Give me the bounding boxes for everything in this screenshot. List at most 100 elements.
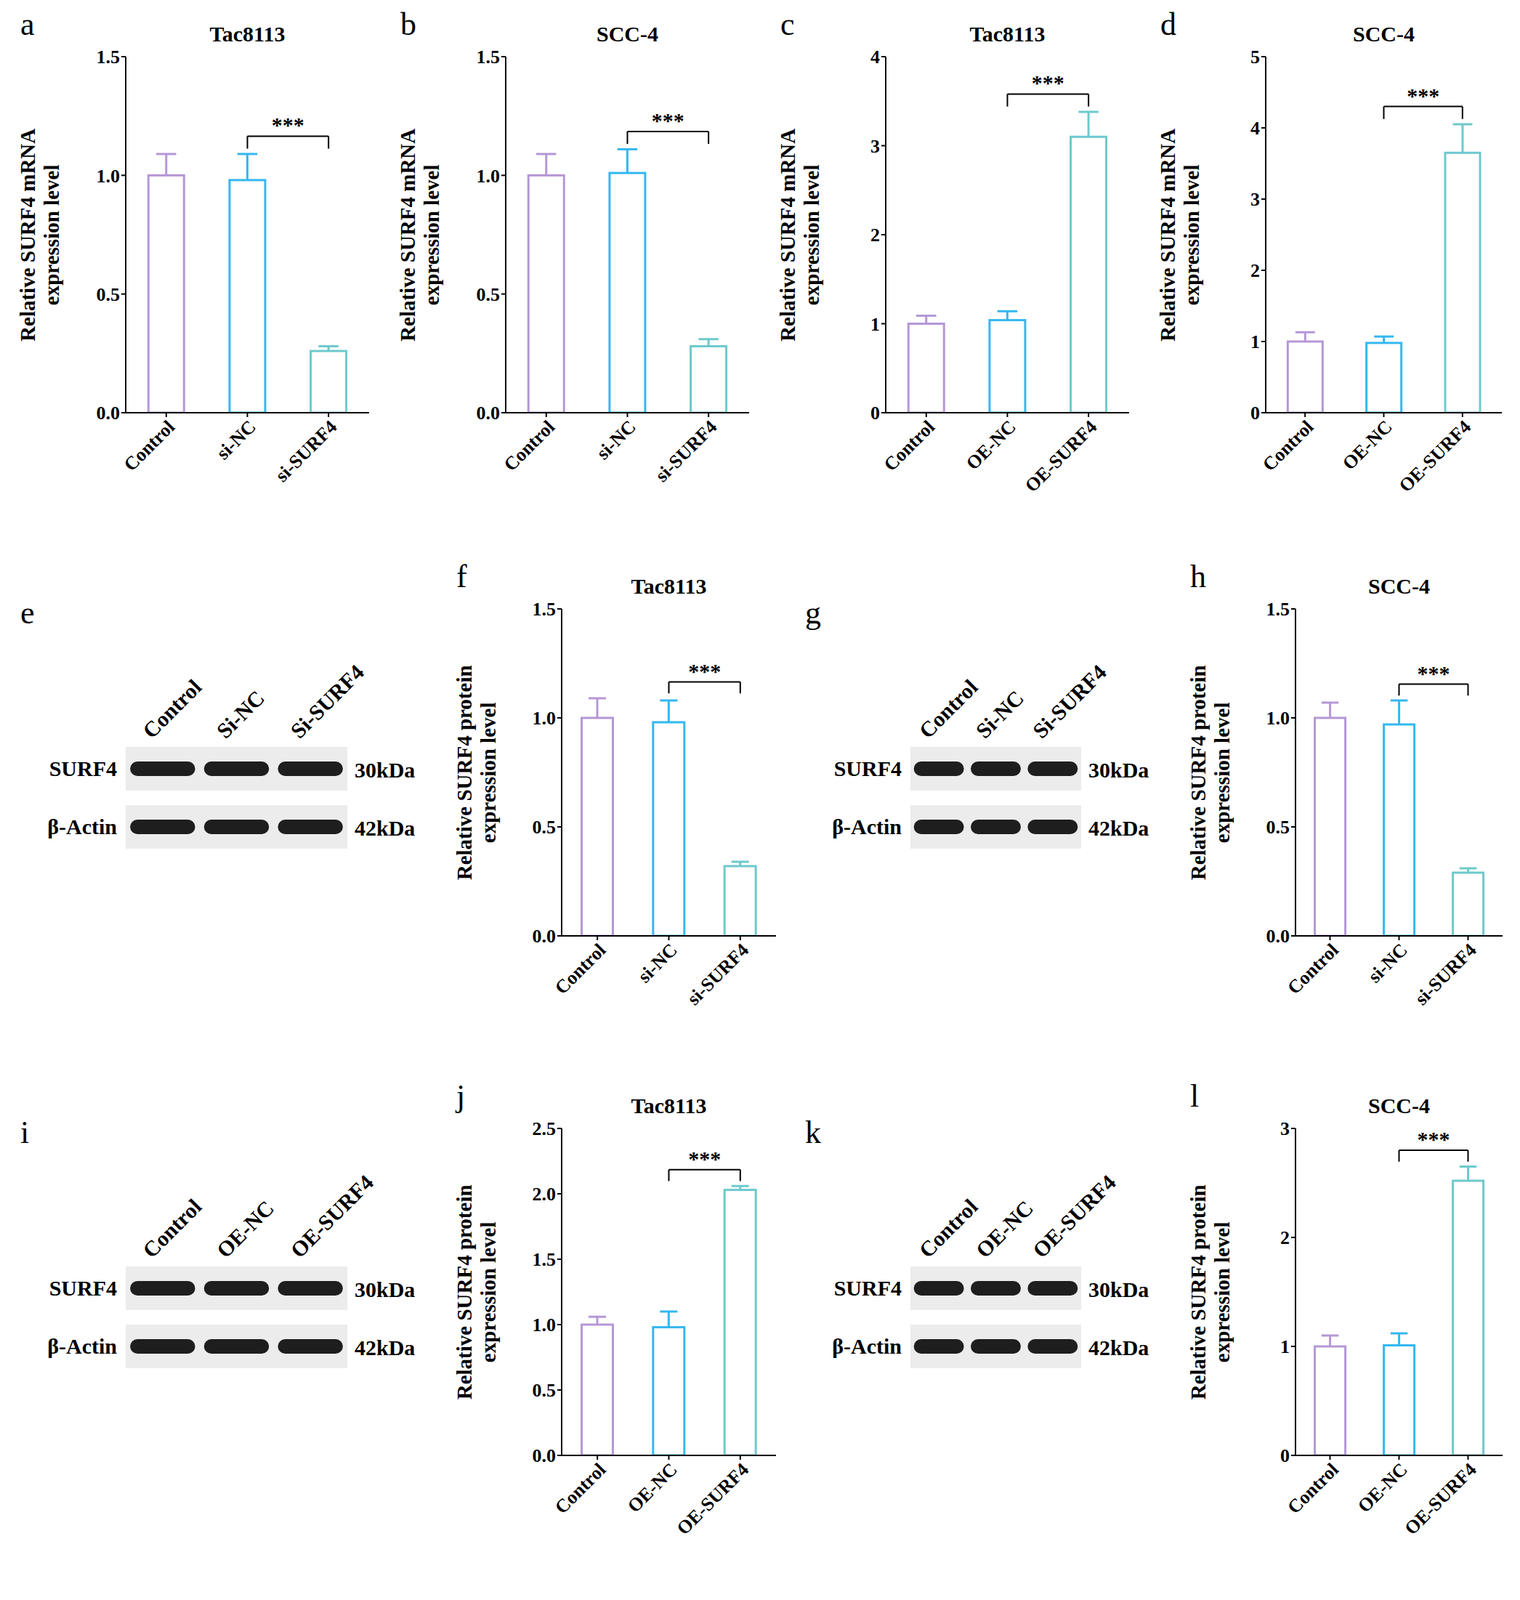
svg-text:OE-NC: OE-NC	[623, 1458, 682, 1518]
svg-text:1.0: 1.0	[476, 165, 501, 187]
svg-text:0: 0	[870, 402, 880, 424]
svg-text:OE-NC: OE-NC	[961, 416, 1021, 475]
svg-text:i: i	[20, 1114, 30, 1151]
svg-text:1.5: 1.5	[532, 1248, 557, 1271]
svg-text:0.5: 0.5	[1266, 816, 1291, 838]
svg-text:si-NC: si-NC	[1363, 939, 1412, 987]
svg-text:1.5: 1.5	[1266, 598, 1291, 620]
svg-text:4: 4	[1250, 117, 1260, 139]
svg-text:3: 3	[1250, 188, 1260, 210]
svg-text:***: ***	[1406, 83, 1440, 108]
svg-text:si-NC: si-NC	[633, 939, 681, 987]
svg-text:30kDa: 30kDa	[1088, 757, 1149, 782]
svg-text:Control: Control	[1258, 416, 1318, 476]
svg-text:42kDa: 42kDa	[354, 1335, 415, 1360]
svg-text:OE-SURF4: OE-SURF4	[672, 1458, 753, 1539]
svg-text:***: ***	[651, 108, 685, 133]
svg-text:2: 2	[870, 224, 880, 246]
svg-text:SURF4: SURF4	[834, 1275, 902, 1300]
svg-text:β-Actin: β-Actin	[47, 1333, 117, 1358]
svg-text:3: 3	[1280, 1118, 1290, 1140]
svg-text:β-Actin: β-Actin	[831, 814, 902, 839]
svg-text:si-NC: si-NC	[592, 416, 640, 464]
svg-text:β-Actin: β-Actin	[831, 1333, 902, 1358]
svg-text:e: e	[20, 595, 35, 631]
svg-text:si-SURF4: si-SURF4	[1411, 939, 1481, 1010]
svg-text:1.5: 1.5	[532, 598, 557, 620]
svg-text:Si-NC: Si-NC	[211, 685, 269, 744]
svg-text:***: ***	[1417, 1126, 1451, 1151]
svg-text:Si-SURF4: Si-SURF4	[1028, 659, 1111, 743]
svg-text:1: 1	[1250, 331, 1260, 353]
svg-text:OE-SURF4: OE-SURF4	[1020, 416, 1101, 497]
svg-text:2: 2	[1280, 1227, 1290, 1249]
svg-text:1: 1	[1280, 1336, 1290, 1358]
svg-text:0.5: 0.5	[476, 284, 501, 306]
svg-text:0.5: 0.5	[532, 816, 557, 838]
svg-text:Control: Control	[879, 416, 939, 476]
svg-text:***: ***	[1031, 70, 1065, 95]
svg-text:OE-SURF4: OE-SURF4	[1395, 416, 1475, 497]
svg-text:g: g	[805, 595, 822, 631]
svg-text:OE-SURF4: OE-SURF4	[1400, 1458, 1481, 1539]
svg-text:Control: Control	[119, 416, 179, 476]
svg-text:SURF4: SURF4	[49, 756, 117, 781]
svg-text:1.0: 1.0	[532, 707, 557, 729]
svg-text:***: ***	[271, 112, 305, 137]
svg-text:***: ***	[688, 659, 721, 683]
svg-text:4: 4	[870, 46, 880, 68]
svg-text:Control: Control	[138, 674, 207, 744]
svg-text:30kDa: 30kDa	[354, 1277, 415, 1302]
svg-text:1.0: 1.0	[532, 1314, 557, 1336]
svg-text:***: ***	[1417, 661, 1451, 686]
svg-text:Control: Control	[1283, 939, 1342, 999]
svg-text:***: ***	[688, 1146, 721, 1171]
svg-text:si-SURF4: si-SURF4	[271, 416, 341, 487]
svg-text:k: k	[805, 1114, 822, 1151]
svg-text:0.0: 0.0	[532, 1445, 557, 1467]
svg-text:Control: Control	[914, 674, 983, 744]
svg-text:2.0: 2.0	[532, 1183, 557, 1205]
svg-text:1.0: 1.0	[96, 165, 121, 187]
svg-text:0: 0	[1250, 402, 1260, 424]
svg-text:SURF4: SURF4	[49, 1275, 117, 1300]
svg-text:1.0: 1.0	[1266, 707, 1291, 729]
svg-text:0: 0	[1280, 1445, 1290, 1467]
svg-text:OE-SURF4: OE-SURF4	[285, 1169, 378, 1263]
svg-text:42kDa: 42kDa	[354, 815, 415, 840]
svg-text:2.5: 2.5	[532, 1118, 557, 1140]
svg-text:3: 3	[870, 135, 880, 157]
svg-text:SURF4: SURF4	[834, 756, 902, 781]
svg-text:OE-SURF4: OE-SURF4	[1028, 1169, 1121, 1263]
svg-text:Control: Control	[499, 416, 559, 476]
svg-text:Control: Control	[138, 1194, 207, 1263]
svg-text:5: 5	[1250, 46, 1260, 68]
svg-text:30kDa: 30kDa	[1088, 1277, 1149, 1302]
svg-text:1.5: 1.5	[96, 46, 121, 68]
svg-text:Si-NC: Si-NC	[970, 685, 1029, 744]
svg-text:si-SURF4: si-SURF4	[682, 939, 753, 1010]
svg-text:Control: Control	[550, 939, 610, 999]
svg-text:0.0: 0.0	[532, 925, 557, 947]
svg-text:OE-NC: OE-NC	[1353, 1458, 1412, 1518]
svg-text:si-SURF4: si-SURF4	[651, 416, 721, 487]
svg-text:0.5: 0.5	[532, 1379, 557, 1401]
svg-text:1.5: 1.5	[476, 46, 501, 68]
svg-text:0.0: 0.0	[96, 402, 121, 424]
svg-text:OE-NC: OE-NC	[211, 1195, 279, 1263]
svg-text:1: 1	[870, 313, 880, 335]
svg-text:0.0: 0.0	[476, 402, 501, 424]
svg-text:si-NC: si-NC	[212, 416, 260, 464]
svg-text:Control: Control	[914, 1194, 983, 1263]
svg-text:OE-NC: OE-NC	[1338, 416, 1397, 475]
svg-text:30kDa: 30kDa	[354, 757, 415, 782]
svg-text:OE-NC: OE-NC	[970, 1195, 1038, 1263]
svg-text:Control: Control	[1283, 1458, 1342, 1518]
svg-text:Control: Control	[550, 1458, 610, 1518]
svg-text:2: 2	[1250, 260, 1260, 282]
svg-text:0.0: 0.0	[1266, 925, 1291, 947]
svg-text:Si-SURF4: Si-SURF4	[285, 659, 369, 743]
svg-text:0.5: 0.5	[96, 284, 121, 306]
svg-text:42kDa: 42kDa	[1088, 815, 1149, 840]
svg-text:42kDa: 42kDa	[1088, 1335, 1149, 1360]
